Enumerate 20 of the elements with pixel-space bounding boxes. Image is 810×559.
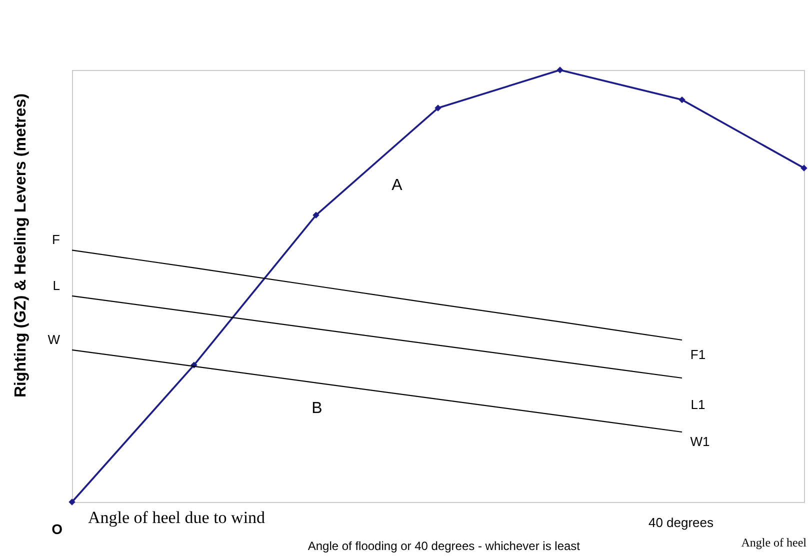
text: Angle of heel due to wind <box>88 508 266 527</box>
annotation: B <box>312 400 322 417</box>
annotation: W1 <box>690 434 710 449</box>
point <box>556 66 564 74</box>
series-label: W <box>48 332 61 347</box>
text: O <box>52 521 63 537</box>
point <box>312 212 320 219</box>
point <box>800 164 808 172</box>
series-label: L <box>52 278 60 293</box>
y-axis-title: Righting (GZ) & Heeling Levers (metres) <box>12 93 30 398</box>
series-label: F <box>52 232 60 248</box>
annotation: A <box>392 177 403 194</box>
text: 40 degrees <box>648 515 714 530</box>
annotation: F1 <box>690 347 706 362</box>
annotation: L1 <box>690 397 706 412</box>
x-axis-title: Angle of heel <box>741 536 808 550</box>
point <box>434 104 442 112</box>
text: Angle of flooding or 40 degrees - whichever is least <box>308 539 581 553</box>
point <box>678 96 686 104</box>
point <box>68 498 76 506</box>
